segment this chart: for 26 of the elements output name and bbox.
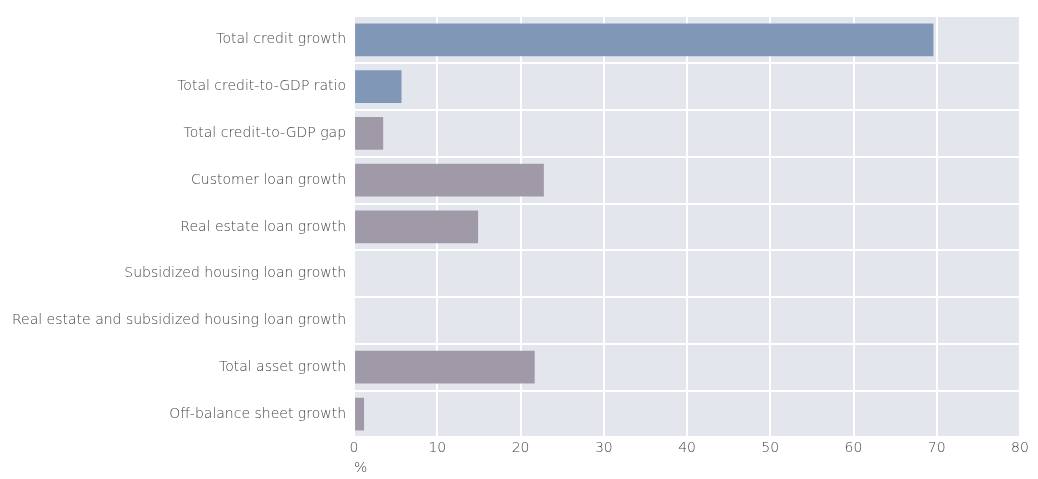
x-tick-label: 20	[511, 439, 530, 456]
y-tick-label: Total credit growth	[216, 30, 347, 47]
x-tick-label: 60	[844, 439, 863, 456]
bar	[355, 397, 365, 431]
bar	[355, 23, 934, 57]
x-tick-label: 0	[349, 439, 359, 456]
bar	[355, 116, 384, 150]
bar	[355, 163, 544, 197]
y-tick-label: Real estate loan growth	[180, 217, 347, 234]
y-tick-label: Total credit-to-GDP ratio	[177, 77, 347, 94]
x-tick-label: 30	[594, 439, 613, 456]
y-tick-label: Subsidized housing loan growth	[124, 264, 347, 281]
x-tick-label: 80	[1011, 439, 1029, 456]
y-tick-label: Off-balance sheet growth	[169, 404, 347, 421]
y-tick-label: Real estate and subsidized housing loan growth	[11, 311, 347, 328]
y-tick-label: Customer loan growth	[191, 170, 347, 187]
x-tick-label: 40	[678, 439, 696, 456]
bar	[355, 210, 479, 244]
bar	[355, 70, 402, 103]
bar	[355, 350, 535, 384]
y-tick-label: Total credit-to-GDP gap	[183, 123, 347, 140]
x-axis-title: %	[354, 459, 368, 476]
x-tick-label: 50	[761, 439, 780, 456]
x-tick-label: 10	[428, 439, 447, 456]
x-tick-label: 70	[927, 439, 946, 456]
y-tick-label: Total asset growth	[218, 357, 347, 374]
